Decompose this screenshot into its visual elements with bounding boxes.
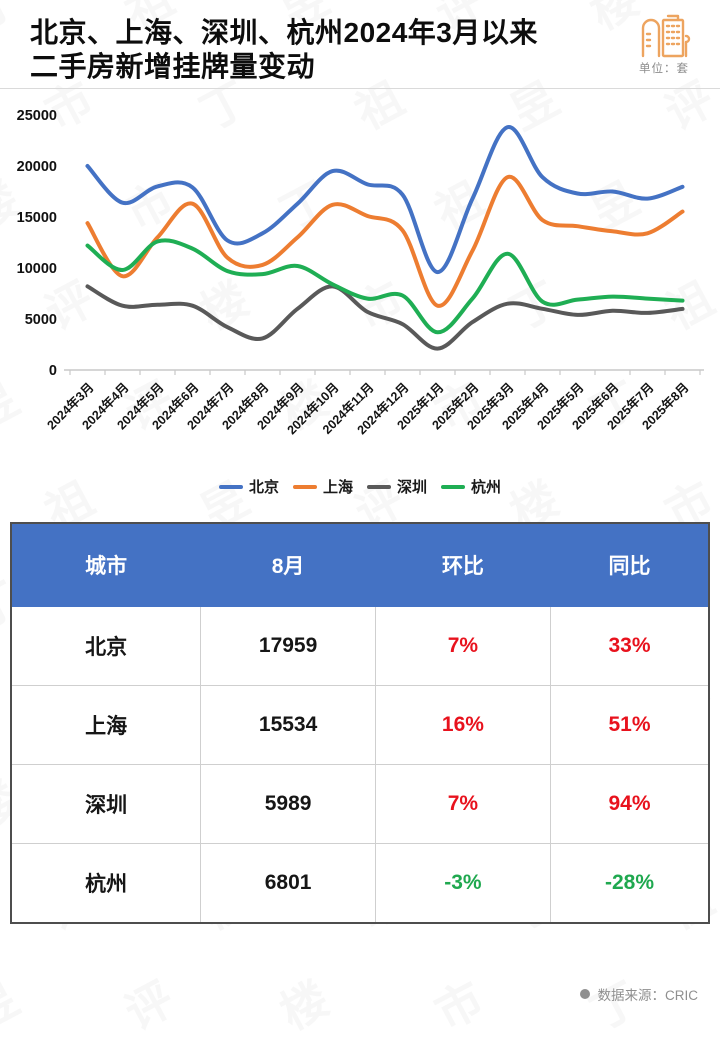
mom-cell: 7% <box>374 764 552 844</box>
y-axis-tick-label: 5000 <box>25 312 57 328</box>
y-axis-tick-label: 15000 <box>17 210 57 226</box>
legend-label: 北京 <box>248 479 279 496</box>
page-title: 北京、上海、深圳、杭州2024年3月以来 二手房新增挂牌量变动 <box>30 16 630 84</box>
yoy-cell: 33% <box>550 606 710 686</box>
line-chart: 0 5000 10000 15000 20000 25000 2024年3月 2024年4月 2… <box>0 98 720 470</box>
yoy-cell: -28% <box>550 843 710 924</box>
y-axis-tick-label: 0 <box>49 363 57 379</box>
legend-item-上海: 上海 <box>292 476 353 497</box>
mom-cell: -3% <box>374 843 552 924</box>
table-header-row: 城市 8月 环比 同比 <box>10 522 710 607</box>
column-header-aug: 8月 <box>200 522 376 607</box>
table-row-深圳: 深圳 5989 7% 94% <box>10 764 710 844</box>
series-line-杭州 <box>85 238 685 335</box>
table-row-北京: 北京 17959 7% 33% <box>10 606 710 686</box>
city-cell: 杭州 <box>10 843 202 924</box>
legend-label: 杭州 <box>471 479 502 496</box>
column-header-city: 城市 <box>10 522 202 607</box>
legend-swatch-icon <box>218 484 243 489</box>
table-row-杭州: 杭州 6801 -3% -28% <box>10 843 710 924</box>
city-data-table: 城市 8月 环比 同比 北京 17959 7% 33% 上海 15534 16% 51% 深圳 5… <box>10 522 710 924</box>
legend-item-杭州: 杭州 <box>441 476 501 497</box>
legend-swatch-icon <box>441 484 466 489</box>
city-cell: 北京 <box>10 606 202 686</box>
mom-cell: 7% <box>374 606 552 686</box>
y-axis-tick-label: 10000 <box>17 261 57 277</box>
buildings-icon <box>632 12 696 58</box>
aug-value-cell: 15534 <box>200 685 376 765</box>
city-cell: 深圳 <box>10 764 202 844</box>
legend-item-北京: 北京 <box>218 476 279 497</box>
yoy-cell: 51% <box>550 685 710 765</box>
legend-label: 上海 <box>322 479 353 496</box>
series-line-上海 <box>85 175 685 308</box>
legend-item-深圳: 深圳 <box>367 476 427 497</box>
brand-block: 单位：套 <box>632 12 696 76</box>
title-line1: 北京、上海、深圳、杭州2024年3月以来 <box>30 17 538 48</box>
column-header-mom: 环比 <box>374 522 552 607</box>
city-cell: 上海 <box>10 685 202 765</box>
watermark-glyph: 楼 <box>271 971 337 1040</box>
aug-value-cell: 5989 <box>200 764 376 844</box>
y-axis-tick-label: 20000 <box>17 159 57 175</box>
legend-swatch-icon <box>367 484 391 489</box>
title-line2: 二手房新增挂牌量变动 <box>30 51 316 83</box>
table-row-上海: 上海 15534 16% 51% <box>10 685 710 765</box>
legend-swatch-icon <box>292 484 317 489</box>
bullet-icon <box>579 989 590 999</box>
column-header-yoy: 同比 <box>550 522 710 607</box>
mom-cell: 16% <box>374 685 552 765</box>
unit-label: 单位：套 <box>639 63 689 75</box>
y-axis-tick-label: 25000 <box>17 108 57 124</box>
source-text: 数据来源：CRIC <box>597 988 699 1003</box>
watermark-glyph: 市 <box>426 971 492 1040</box>
series-line-深圳 <box>85 284 685 351</box>
data-source: 数据来源：CRIC <box>579 984 699 1004</box>
series-line-北京 <box>85 125 685 275</box>
aug-value-cell: 17959 <box>200 606 376 686</box>
watermark-glyph: 昱 <box>0 971 27 1040</box>
chart-legend: 北京 上海 深圳 杭州 <box>0 476 720 497</box>
line-chart-svg: 05000100001500020000250002024年3月2024年4月2… <box>17 108 704 437</box>
watermark-glyph: 评 <box>116 971 182 1040</box>
yoy-cell: 94% <box>550 764 710 844</box>
watermark-glyph: 丁 <box>0 0 27 40</box>
legend-label: 深圳 <box>397 479 428 496</box>
header-divider <box>0 88 720 89</box>
aug-value-cell: 6801 <box>200 843 376 924</box>
